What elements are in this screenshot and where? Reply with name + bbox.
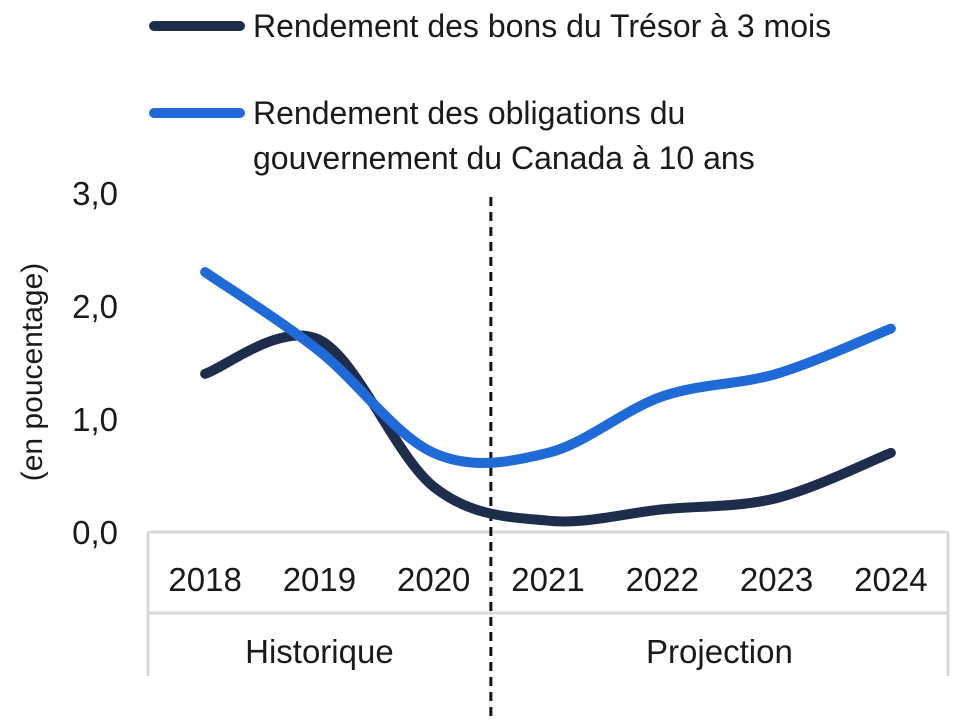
x-tick-label: 2018: [168, 561, 241, 598]
y-axis-label: (en poucentage): [16, 263, 49, 482]
legend-label-line: gouvernement du Canada à 10 ans: [253, 140, 755, 176]
legend: Rendement des bons du Trésor à 3 mois Ren…: [149, 8, 831, 176]
series-line-0: [200, 330, 896, 527]
series-layer: [200, 267, 896, 527]
x-axis: 2018 2019 2020 2021 2022 2023 2024 Historique Pr…: [146, 197, 950, 722]
y-tick-label: 0,0: [72, 514, 118, 551]
x-tick-label: 2021: [511, 561, 584, 598]
y-axis: (en poucentage) 0,0 1,0 2,0 3,0: [16, 175, 118, 551]
y-tick-label: 2,0: [72, 288, 118, 325]
legend-label-0: Rendement des bons du Trésor à 3 mois: [253, 8, 831, 44]
x-tick-label: 2019: [283, 561, 356, 598]
group-label-1: Projection: [646, 633, 793, 670]
x-tick-label: 2020: [397, 561, 470, 598]
legend-label-1: Rendement des obligations du gouvernement…: [253, 95, 755, 176]
x-tick-label: 2024: [854, 561, 927, 598]
legend-label-line: Rendement des bons du Trésor à 3 mois: [253, 8, 831, 44]
y-tick-label: 1,0: [72, 401, 118, 438]
y-tick-label: 3,0: [72, 175, 118, 212]
x-tick-label: 2023: [740, 561, 813, 598]
series-line-1: [200, 267, 896, 468]
group-label-0: Historique: [245, 633, 394, 670]
x-tick-label: 2022: [626, 561, 699, 598]
legend-label-line: Rendement des obligations du: [253, 95, 685, 131]
